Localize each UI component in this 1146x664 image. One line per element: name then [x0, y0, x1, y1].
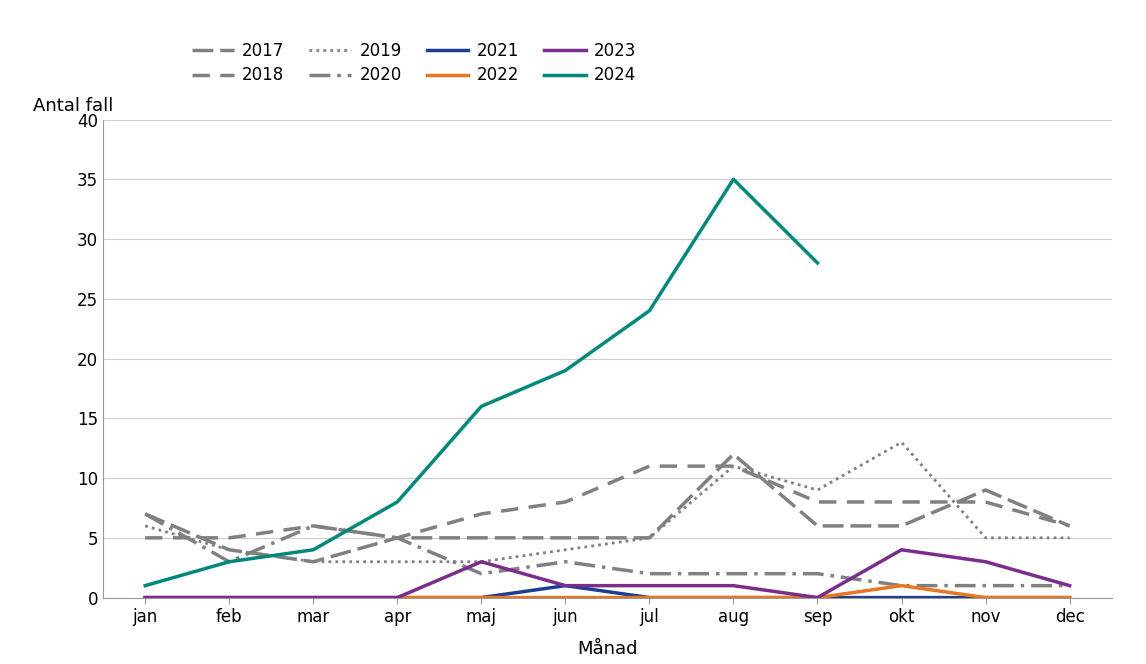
X-axis label: Månad: Månad: [578, 640, 637, 658]
Text: Antal fall: Antal fall: [32, 97, 113, 115]
Legend: 2017, 2018, 2019, 2020, 2021, 2022, 2023, 2024: 2017, 2018, 2019, 2020, 2021, 2022, 2023…: [193, 42, 636, 84]
